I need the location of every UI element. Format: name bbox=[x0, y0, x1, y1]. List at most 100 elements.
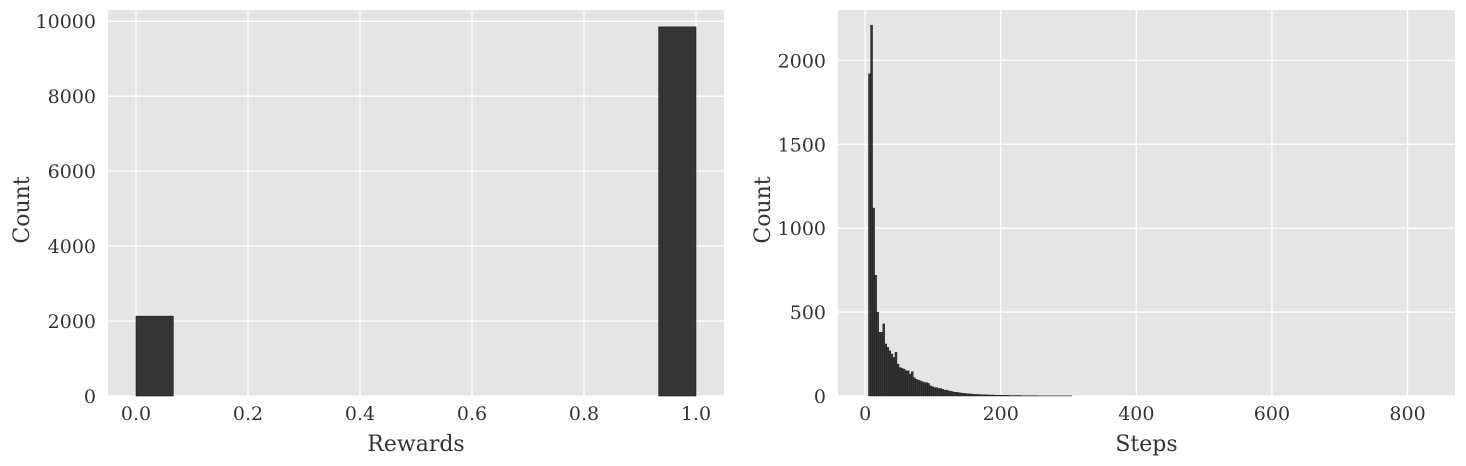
histogram-bar bbox=[876, 311, 879, 397]
histogram-bar bbox=[890, 353, 894, 397]
x-tick-label: 1.0 bbox=[681, 403, 711, 425]
histogram-bar bbox=[658, 26, 697, 397]
y-tick-label: 8000 bbox=[48, 86, 96, 108]
histogram-bar bbox=[1004, 395, 1008, 397]
y-axis-label: Count bbox=[751, 176, 776, 243]
y-tick-label: 1500 bbox=[778, 134, 826, 156]
histogram-bar bbox=[1010, 395, 1014, 397]
histogram-bar bbox=[874, 274, 877, 397]
histogram-bar bbox=[933, 387, 936, 397]
histogram-bar bbox=[931, 386, 934, 397]
histogram-bar bbox=[970, 393, 973, 397]
y-tick-label: 1000 bbox=[778, 218, 826, 240]
histogram-bar bbox=[921, 381, 924, 397]
histogram-bar bbox=[957, 392, 961, 397]
histogram-bar bbox=[992, 394, 995, 397]
histogram-bar bbox=[986, 394, 989, 397]
x-axis-label: Steps bbox=[1115, 432, 1177, 457]
histogram-bar bbox=[1000, 395, 1003, 397]
histogram-bar bbox=[1014, 395, 1018, 397]
plot-area bbox=[108, 10, 724, 396]
y-tick-label: 0 bbox=[84, 386, 96, 408]
histogram-bar bbox=[994, 394, 997, 397]
x-axis-label: Rewards bbox=[367, 432, 464, 457]
histogram-bar bbox=[939, 388, 942, 397]
histogram-bar bbox=[1002, 395, 1005, 397]
x-tick-label: 0.2 bbox=[233, 403, 263, 425]
histogram-bar bbox=[906, 370, 910, 397]
histogram-bar bbox=[892, 357, 896, 397]
histogram-bar bbox=[868, 73, 871, 397]
histogram-bar bbox=[988, 394, 991, 397]
y-tick-label: 4000 bbox=[48, 236, 96, 258]
histogram-bar bbox=[1006, 395, 1010, 397]
histogram-bar bbox=[913, 377, 916, 397]
histogram-bar bbox=[953, 392, 957, 397]
histogram-bar bbox=[945, 389, 949, 397]
y-tick-label: 6000 bbox=[48, 161, 96, 183]
y-tick-label: 0 bbox=[814, 386, 826, 408]
histogram-bar bbox=[919, 380, 922, 397]
histogram-bar bbox=[894, 352, 898, 397]
histogram-bar bbox=[927, 383, 930, 397]
y-tick-label: 10000 bbox=[36, 11, 96, 33]
histogram-bar bbox=[967, 393, 971, 397]
histogram-bar bbox=[900, 368, 904, 397]
x-tick-label: 0 bbox=[859, 403, 871, 425]
histogram-bar bbox=[904, 370, 908, 397]
histogram-bar bbox=[965, 393, 969, 397]
histogram-bar bbox=[978, 394, 981, 397]
histogram-bar bbox=[888, 350, 892, 397]
histogram-bar bbox=[886, 347, 890, 397]
histogram-bar bbox=[1012, 395, 1016, 397]
histogram-bar bbox=[998, 394, 1001, 397]
histogram-bar bbox=[882, 323, 885, 397]
histogram-bar bbox=[872, 207, 875, 397]
histogram-bar bbox=[902, 368, 906, 397]
histogram-bar bbox=[925, 382, 928, 397]
histogram-bar bbox=[961, 393, 965, 397]
histogram-bar bbox=[915, 379, 918, 397]
histogram-bar bbox=[976, 394, 979, 397]
histogram-bar bbox=[935, 387, 938, 397]
x-tick-label: 400 bbox=[1118, 403, 1154, 425]
histogram-bar bbox=[947, 390, 951, 397]
histogram-bar bbox=[929, 385, 932, 397]
histogram-bar bbox=[959, 392, 963, 397]
y-tick-label: 2000 bbox=[778, 50, 826, 72]
histogram-bar bbox=[972, 393, 975, 397]
histogram-bar bbox=[917, 379, 920, 397]
histogram-bar bbox=[949, 391, 953, 397]
histogram-bar bbox=[996, 394, 999, 397]
histogram-bar bbox=[870, 24, 873, 397]
histogram-bar bbox=[878, 332, 881, 397]
histogram-bar bbox=[980, 394, 983, 397]
histogram-bar bbox=[941, 389, 944, 397]
histogram-bar bbox=[896, 363, 900, 397]
histogram-bar bbox=[880, 332, 883, 397]
y-axis-label: Count bbox=[10, 176, 35, 243]
x-tick-label: 0.8 bbox=[569, 403, 599, 425]
rewards-histogram: 0.0 0.2 0.4 0.6 0.8 1.0 0 2000 4000 6000 8000 10000… bbox=[10, 10, 724, 457]
histogram-bar bbox=[908, 373, 912, 397]
histogram-bar bbox=[955, 392, 959, 397]
histogram-bar bbox=[898, 367, 902, 397]
x-tick-label: 200 bbox=[983, 403, 1019, 425]
histogram-bar bbox=[982, 394, 985, 397]
histogram-bar bbox=[1016, 395, 1020, 397]
histogram-bar bbox=[984, 394, 987, 397]
histogram-bar bbox=[1008, 395, 1012, 397]
histogram-bar bbox=[923, 382, 926, 397]
x-tick-label: 0.6 bbox=[457, 403, 487, 425]
histogram-bar bbox=[884, 343, 888, 397]
x-tick-label: 600 bbox=[1254, 403, 1290, 425]
histogram-bar bbox=[1018, 395, 1022, 397]
histogram-bar bbox=[951, 391, 955, 397]
x-tick-label: 0.4 bbox=[345, 403, 375, 425]
histogram-bar bbox=[963, 393, 967, 397]
x-tick-label: 800 bbox=[1389, 403, 1425, 425]
histogram-bar bbox=[135, 315, 174, 397]
y-tick-label: 2000 bbox=[48, 311, 96, 333]
x-tick-label: 0.0 bbox=[121, 403, 151, 425]
